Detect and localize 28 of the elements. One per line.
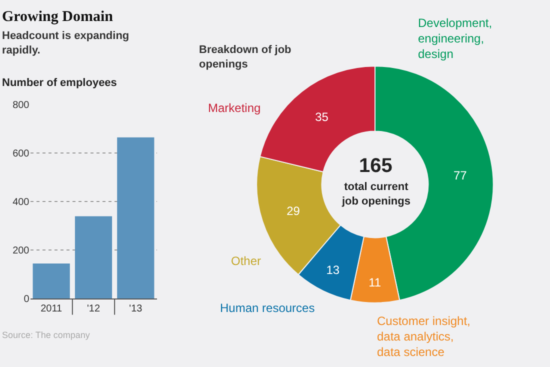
slice-label: Customer insight, data analytics, data science: [377, 314, 470, 360]
data-label: 11: [368, 275, 382, 290]
y-axis-title: Number of employees: [2, 77, 117, 89]
data-label: 35: [315, 110, 329, 124]
bar: [32, 264, 70, 299]
bar: [117, 137, 154, 299]
data-label: 77: [453, 168, 468, 182]
slice-label: Marketing: [208, 101, 261, 115]
x-tick-label: '13: [129, 304, 143, 315]
slice-label: Human resources: [220, 301, 315, 315]
x-tick-label: '12: [86, 304, 100, 315]
x-tick-label: 2011: [40, 304, 63, 315]
y-tick-label: 0: [24, 294, 30, 306]
slice-label: Other: [231, 254, 262, 268]
chart-title: Growing Domain: [2, 9, 114, 25]
y-tick-label: 200: [12, 246, 30, 257]
source-note: Source: The company: [2, 330, 90, 340]
text: Breakdown of job openings: [199, 44, 292, 70]
data-label: 29: [286, 204, 300, 218]
text: total current job openings: [341, 181, 410, 208]
chart-subtitle: Headcount is expanding rapidly.: [2, 30, 130, 56]
data-label: 13: [326, 262, 340, 277]
bar: [74, 216, 112, 299]
y-tick-label: 400: [12, 197, 30, 208]
y-tick-label: 600: [12, 148, 30, 160]
y-tick-label: 800: [12, 100, 30, 112]
slice-label: Development, engineering, design: [418, 16, 492, 62]
text: 165: [359, 155, 392, 177]
